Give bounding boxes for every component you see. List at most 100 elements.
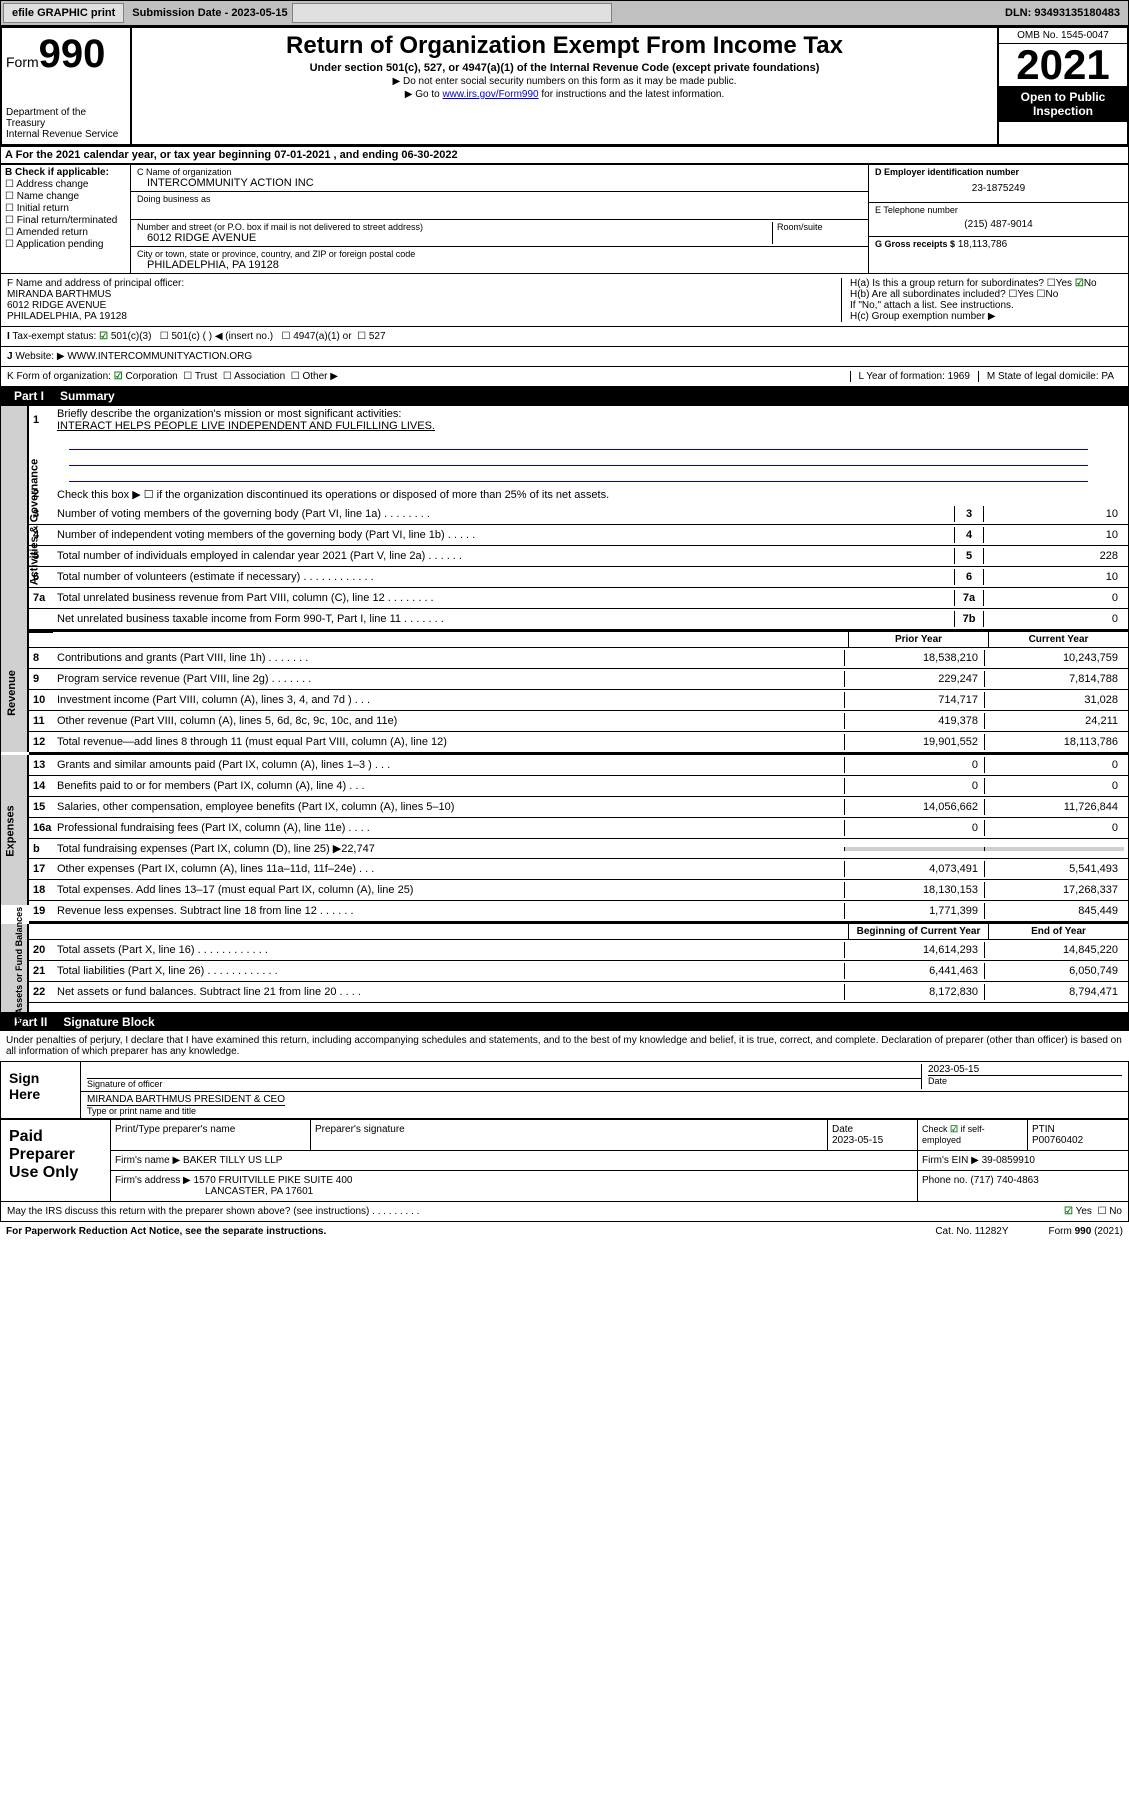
opt-501c3: 501(c)(3)	[111, 331, 152, 342]
form-label: Form	[6, 54, 39, 70]
firm-addr1: 1570 FRUITVILLE PIKE SUITE 400	[194, 1175, 353, 1186]
opt-4947: 4947(a)(1) or	[293, 331, 351, 342]
opt-other: Other ▶	[302, 371, 337, 382]
section-j: J Website: ▶ WWW.INTERCOMMUNITYACTION.OR…	[0, 347, 1129, 367]
gross-value: 18,113,786	[958, 239, 1007, 250]
gov-line: Net unrelated business taxable income fr…	[29, 609, 1128, 630]
paperwork-notice: For Paperwork Reduction Act Notice, see …	[6, 1226, 895, 1237]
website-label: Website: ▶	[15, 351, 64, 362]
section-d: D Employer identification number 23-1875…	[868, 165, 1128, 273]
discuss-row: May the IRS discuss this return with the…	[0, 1202, 1129, 1222]
net-line: 20Total assets (Part X, line 16) . . . .…	[29, 940, 1128, 961]
discuss-no: No	[1109, 1206, 1122, 1217]
discuss-text: May the IRS discuss this return with the…	[7, 1206, 1064, 1217]
section-i: I Tax-exempt status: ☑ 501(c)(3) ☐ 501(c…	[0, 327, 1129, 347]
col-begin: Beginning of Current Year	[848, 924, 988, 939]
cb-application[interactable]: ☐ Application pending	[5, 239, 126, 250]
opt-501c: 501(c) ( ) ◀ (insert no.)	[172, 331, 274, 342]
tel-label: E Telephone number	[875, 205, 1122, 215]
hb-line: H(b) Are all subordinates included? ☐Yes…	[850, 289, 1122, 300]
phone-label: Phone no.	[922, 1175, 968, 1186]
cb-name-change[interactable]: ☐ Name change	[5, 191, 126, 202]
exp-line: 18Total expenses. Add lines 13–17 (must …	[29, 880, 1128, 901]
exp-line: 14Benefits paid to or for members (Part …	[29, 776, 1128, 797]
irs-link[interactable]: www.irs.gov/Form990	[442, 89, 538, 100]
ein-label: D Employer identification number	[875, 167, 1122, 177]
prep-sig-label: Preparer's signature	[311, 1120, 828, 1150]
dln-label: DLN: 93493135180483	[1005, 7, 1126, 19]
cb-final-return[interactable]: ☐ Final return/terminated	[5, 215, 126, 226]
tax-exempt-label: Tax-exempt status:	[12, 331, 96, 342]
opt-corp: Corporation	[125, 371, 177, 382]
part1-header: Part I Summary	[0, 387, 1129, 405]
officer-addr1: 6012 RIDGE AVENUE	[7, 300, 841, 311]
officer-label: F Name and address of principal officer:	[7, 278, 841, 289]
mission-label: Briefly describe the organization's miss…	[57, 408, 401, 420]
discuss-yes: Yes	[1076, 1206, 1092, 1217]
domicile-label: M State of legal domicile:	[987, 371, 1099, 382]
rev-line: 12Total revenue—add lines 8 through 11 (…	[29, 732, 1128, 753]
col-end: End of Year	[988, 924, 1128, 939]
exp-line: 19Revenue less expenses. Subtract line 1…	[29, 901, 1128, 922]
goto-note: ▶ Go to www.irs.gov/Form990 for instruct…	[140, 89, 989, 100]
col-current: Current Year	[988, 632, 1128, 647]
side-netassets: Net Assets or Fund Balances	[1, 924, 29, 1012]
dropdown-button[interactable]	[292, 3, 612, 23]
cb-address-change[interactable]: ☐ Address change	[5, 179, 126, 190]
form-org-label: K Form of organization:	[7, 371, 111, 382]
dba-label: Doing business as	[137, 194, 862, 204]
form-title: Return of Organization Exempt From Incom…	[140, 32, 989, 60]
hb-note: If "No," attach a list. See instructions…	[850, 300, 1122, 311]
top-bar: efile GRAPHIC print Submission Date - 20…	[0, 0, 1129, 26]
dept-treasury: Department of the Treasury	[6, 107, 126, 129]
ein-value: 23-1875249	[875, 177, 1122, 200]
firm-ein-value: 39-0859910	[982, 1155, 1035, 1166]
rev-line: 11Other revenue (Part VIII, column (A), …	[29, 711, 1128, 732]
rev-line: 10Investment income (Part VIII, column (…	[29, 690, 1128, 711]
room-label: Room/suite	[777, 222, 862, 232]
efile-print-button[interactable]: efile GRAPHIC print	[3, 3, 124, 23]
net-line: 21Total liabilities (Part X, line 26) . …	[29, 961, 1128, 982]
officer-addr2: PHILADELPHIA, PA 19128	[7, 311, 841, 322]
opt-trust: Trust	[195, 371, 217, 382]
gov-line: 3Number of voting members of the governi…	[29, 504, 1128, 525]
address-value: 6012 RIDGE AVENUE	[137, 232, 772, 244]
ssn-note: ▶ Do not enter social security numbers o…	[140, 76, 989, 87]
part1-num: Part I	[6, 389, 52, 403]
section-b: B Check if applicable: ☐ Address change …	[1, 165, 131, 273]
footer-row: For Paperwork Reduction Act Notice, see …	[0, 1222, 1129, 1241]
tax-year: 2021	[999, 44, 1127, 86]
gov-line: 5Total number of individuals employed in…	[29, 546, 1128, 567]
rev-line: 9Program service revenue (Part VIII, lin…	[29, 669, 1128, 690]
gov-line: 4Number of independent voting members of…	[29, 525, 1128, 546]
address-label: Number and street (or P.O. box if mail i…	[137, 222, 772, 232]
officer-name: MIRANDA BARTHMUS	[7, 289, 841, 300]
section-fh: F Name and address of principal officer:…	[0, 274, 1129, 327]
goto-prefix: ▶ Go to	[405, 89, 443, 100]
prep-date-label: Date	[832, 1124, 853, 1135]
cb-amended[interactable]: ☐ Amended return	[5, 227, 126, 238]
period-text: For the 2021 calendar year, or tax year …	[16, 149, 458, 161]
firm-name-value: BAKER TILLY US LLP	[183, 1155, 283, 1166]
sign-here-label: Sign Here	[1, 1062, 81, 1118]
ha-line: H(a) Is this a group return for subordin…	[850, 278, 1122, 289]
sig-date-label: Date	[928, 1075, 1122, 1086]
header-right: OMB No. 1545-0047 2021 Open to Public In…	[997, 28, 1127, 144]
cb-initial-return[interactable]: ☐ Initial return	[5, 203, 126, 214]
hc-line: H(c) Group exemption number ▶	[850, 311, 1122, 322]
info-grid: B Check if applicable: ☐ Address change …	[0, 164, 1129, 274]
part2-header: Part II Signature Block	[0, 1013, 1129, 1031]
phone-value: (717) 740-4863	[970, 1175, 1038, 1186]
city-value: PHILADELPHIA, PA 19128	[137, 259, 862, 271]
col-prior: Prior Year	[848, 632, 988, 647]
rev-line: 8Contributions and grants (Part VIII, li…	[29, 648, 1128, 669]
irs-label: Internal Revenue Service	[6, 129, 126, 140]
side-governance: Activities & Governance	[1, 406, 29, 636]
exp-line: 15Salaries, other compensation, employee…	[29, 797, 1128, 818]
year-formation-value: 1969	[948, 371, 970, 382]
gov-line: 6Total number of volunteers (estimate if…	[29, 567, 1128, 588]
ptin-value: P00760402	[1032, 1135, 1083, 1146]
check-self-employed: Check ☑ if self-employed	[918, 1120, 1028, 1150]
tel-value: (215) 487-9014	[875, 215, 1122, 234]
period-row-a: A For the 2021 calendar year, or tax yea…	[0, 146, 1129, 164]
